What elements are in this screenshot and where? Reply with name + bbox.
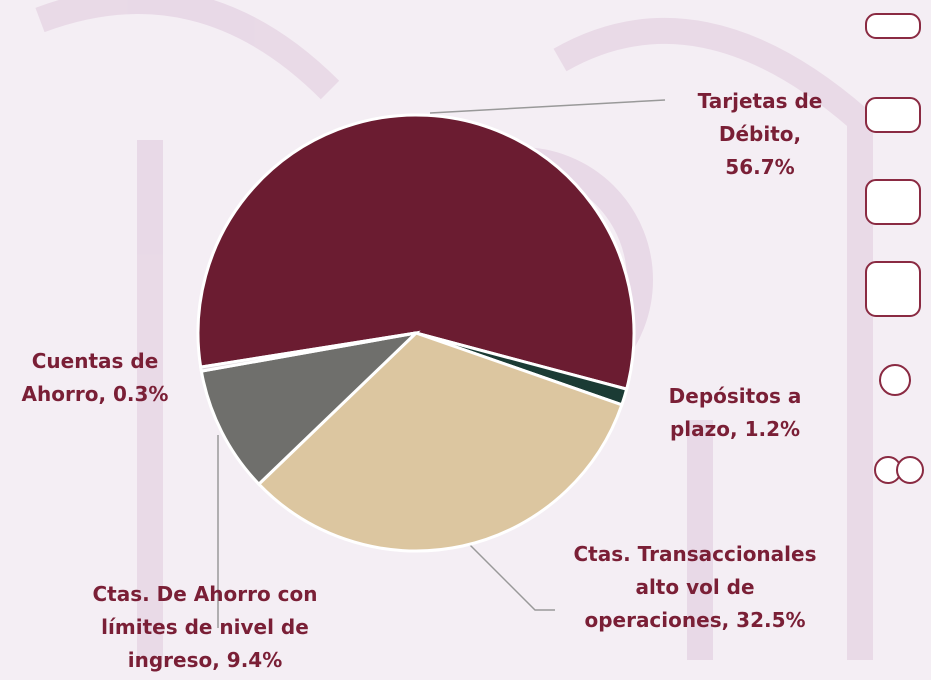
pie-slice [199,330,421,487]
pie-slice [196,113,636,391]
slice-label: Ctas. Transaccionales alto vol de operac… [573,542,817,632]
slice-label: Ctas. De Ahorro con límites de nivel de … [92,582,318,672]
coin-icons [865,13,924,484]
pie-slice [256,331,624,553]
slice-label: Tarjetas de Débito, 56.7% [697,89,823,179]
leader-lines [217,99,666,628]
pie-slice [198,331,417,373]
slice-label: Depósitos a plazo, 1.2% [668,384,802,441]
slice-label: Cuentas de Ahorro, 0.3% [21,349,169,406]
